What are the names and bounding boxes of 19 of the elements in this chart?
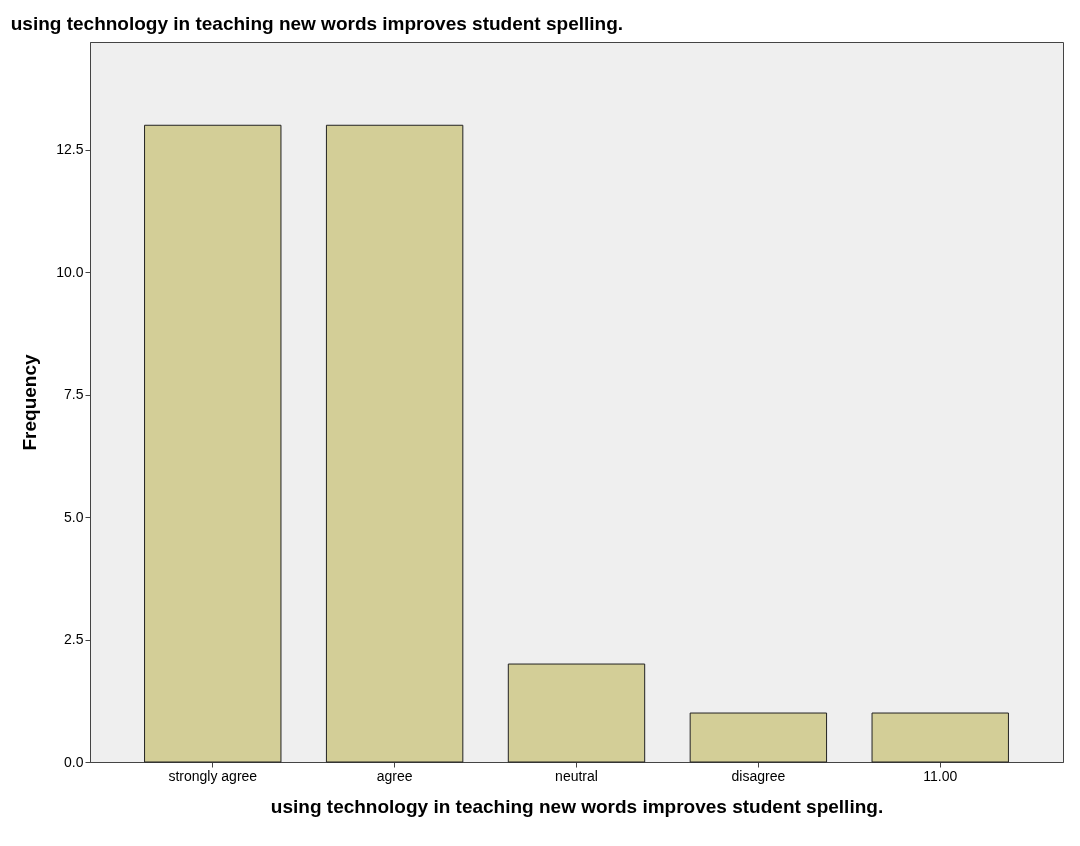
x-tick-label: agree: [376, 767, 413, 784]
y-axis-title: Frequency: [19, 354, 41, 451]
y-tick-label: 2.5: [64, 631, 84, 648]
x-tick-label: disagree: [731, 767, 786, 784]
y-tick-label: 12.5: [56, 141, 84, 158]
y-tick-label: 7.5: [64, 386, 84, 403]
x-tick-label: 11.00: [923, 767, 958, 784]
x-tick-label: strongly agree: [168, 767, 258, 784]
y-tick-label: 5.0: [64, 508, 84, 525]
x-tick-label: neutral: [555, 767, 598, 784]
bar: [325, 124, 464, 763]
bar: [689, 712, 828, 763]
bar: [507, 663, 646, 763]
x-axis-title: using technology in teaching new words improves student spelling.: [270, 795, 884, 817]
bar: [871, 712, 1009, 763]
y-tick-label: 0.0: [64, 753, 84, 770]
chart-title: using technology in teaching new words improves student spelling.: [10, 13, 624, 34]
y-tick-label: 10.0: [56, 263, 84, 280]
bar: [144, 124, 282, 763]
